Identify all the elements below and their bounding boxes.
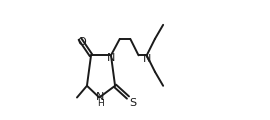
Text: N: N [96,92,104,102]
Text: S: S [130,98,137,108]
Text: O: O [77,37,86,47]
Text: N: N [107,53,115,63]
Text: N: N [143,54,151,63]
Text: H: H [97,99,104,108]
